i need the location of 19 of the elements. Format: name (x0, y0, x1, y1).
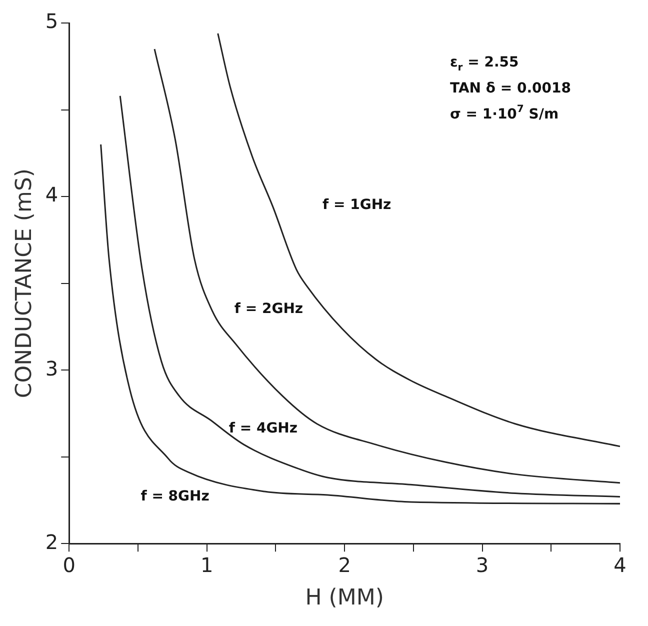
x-tick-label: 2 (338, 552, 351, 577)
x-axis-title: H (MM) (305, 586, 384, 611)
x-tick-label: 4 (614, 552, 626, 577)
annotation: f = 2GHz (234, 300, 304, 317)
y-axis-title: CONDUCTANCE (mS) (12, 168, 37, 398)
y-tick-label: 5 (45, 9, 58, 34)
y-tick-label: 2 (45, 530, 58, 554)
annotation: f = 1GHz (322, 196, 392, 213)
y-tick-label: 3 (45, 356, 58, 380)
annotation: f = 8GHz (140, 488, 210, 504)
line-series (217, 32, 620, 448)
y-tick-label: 4 (45, 182, 58, 207)
x-tick-label: 1 (200, 552, 214, 577)
annotation: f = 4GHz (228, 420, 298, 437)
line-series (154, 48, 620, 484)
x-tick-label: 0 (62, 552, 76, 577)
line-series (100, 144, 620, 504)
annotation: TAN δ = 0.0018 (450, 80, 572, 97)
x-tick-label: 3 (476, 552, 489, 577)
